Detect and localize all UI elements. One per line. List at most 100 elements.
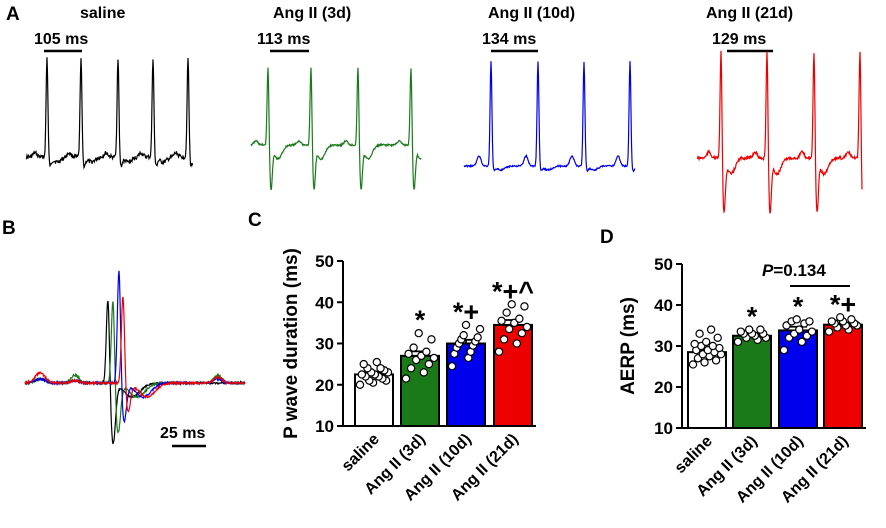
significance-marker: *+: [830, 289, 856, 319]
significance-marker: *+^: [492, 276, 534, 306]
x-tick-label: saline: [672, 433, 716, 477]
bar: [493, 323, 533, 427]
data-point: [447, 361, 457, 371]
y-tick-label: 50: [315, 252, 334, 271]
data-point: [792, 315, 801, 324]
data-point: [695, 329, 704, 338]
data-point: [797, 337, 807, 347]
overlay-scale-label: 25 ms: [160, 425, 205, 442]
data-point: [499, 335, 509, 344]
data-point: [357, 370, 367, 379]
data-point: [502, 308, 511, 317]
y-tick-label: 50: [654, 255, 673, 274]
data-point: [459, 331, 468, 340]
trace-title-angii-21d: Ang II (21d): [706, 5, 793, 22]
overlay-trace-saline: [24, 300, 246, 445]
panel-b-overlay: [24, 270, 246, 445]
data-point: [424, 359, 434, 369]
y-axis-title: AERP (ms): [618, 297, 639, 395]
data-point: [711, 356, 721, 365]
data-point: [736, 327, 746, 336]
panel-c-label: C: [248, 210, 262, 231]
trace-title-angii-3d: Ang II (3d): [273, 5, 351, 22]
data-point: [507, 300, 516, 309]
data-point: [419, 368, 429, 377]
y-tick-label: 30: [654, 337, 673, 356]
overlay-trace-angii-21d: [24, 296, 246, 413]
scale-label-saline: 105 ms: [34, 31, 88, 48]
y-tick-label: 10: [654, 419, 673, 438]
panel-a-trace-angii-10d: Ang II (10d) 134 ms: [463, 5, 636, 173]
data-point: [701, 337, 711, 347]
bar: [778, 329, 818, 430]
bar: [823, 323, 863, 429]
panel-d-label: D: [600, 227, 614, 248]
y-tick-label: 30: [315, 335, 334, 354]
panel-a-trace-angii-21d: Ang II (21d) 129 ms: [696, 5, 863, 214]
ecg-trace-angii-21d: [696, 50, 863, 214]
data-point: [779, 345, 789, 355]
panel-b-label: B: [2, 218, 16, 239]
data-point: [427, 335, 436, 344]
overlay-trace-angii-3d: [24, 301, 246, 434]
panel-a-trace-angii-3d: Ang II (3d) 113 ms: [250, 5, 422, 191]
y-tick-label: 20: [315, 376, 334, 395]
y-tick-label: 40: [315, 293, 334, 312]
significance-marker: *: [415, 305, 426, 335]
bar: [400, 354, 440, 427]
data-point: [795, 325, 804, 334]
data-point: [504, 324, 514, 334]
y-axis-title: P wave duration (ms): [281, 248, 302, 439]
data-point: [700, 358, 709, 367]
data-point: [372, 357, 381, 367]
ecg-trace-saline: [25, 57, 194, 170]
data-point: [475, 324, 485, 334]
data-point: [494, 347, 504, 356]
data-point: [708, 341, 717, 351]
trace-title-angii-10d: Ang II (10d): [488, 5, 575, 22]
data-point: [422, 347, 431, 356]
data-point: [827, 317, 837, 326]
panel-a-trace-saline: saline 105 ms: [25, 5, 194, 170]
data-point: [745, 325, 754, 334]
p-value-annotation: P=0.134: [762, 261, 826, 280]
data-point: [756, 325, 765, 334]
y-tick-label: 40: [654, 296, 673, 315]
data-point: [414, 328, 423, 338]
data-point: [429, 353, 439, 363]
data-point: [355, 380, 365, 389]
data-point: [690, 339, 699, 349]
scale-label-angii-21d: 129 ms: [712, 31, 766, 48]
data-point: [713, 333, 722, 342]
ecg-trace-angii-10d: [463, 61, 636, 173]
scale-label-angii-10d: 134 ms: [482, 31, 536, 48]
data-point: [520, 302, 529, 311]
significance-marker: *+: [453, 297, 479, 327]
data-point: [404, 349, 413, 359]
bar: [732, 334, 772, 429]
significance-marker: *: [747, 302, 758, 332]
data-point: [807, 327, 817, 336]
data-point: [401, 374, 411, 383]
data-point: [376, 364, 385, 373]
panel-a-label: A: [6, 4, 20, 25]
data-point: [847, 315, 856, 324]
significance-marker: *: [793, 291, 804, 321]
data-point: [733, 337, 743, 347]
ecg-trace-angii-3d: [250, 67, 422, 191]
data-point: [706, 325, 716, 334]
data-point: [473, 333, 482, 342]
y-tick-label: 20: [654, 378, 673, 397]
x-tick-label: saline: [339, 431, 383, 475]
y-tick-label: 10: [315, 417, 334, 436]
data-point: [515, 314, 524, 323]
data-point: [512, 339, 522, 348]
data-point: [461, 320, 471, 330]
overlay-trace-angii-10d: [24, 270, 246, 424]
data-point: [359, 359, 368, 369]
data-point: [406, 364, 416, 373]
data-point: [688, 360, 698, 369]
